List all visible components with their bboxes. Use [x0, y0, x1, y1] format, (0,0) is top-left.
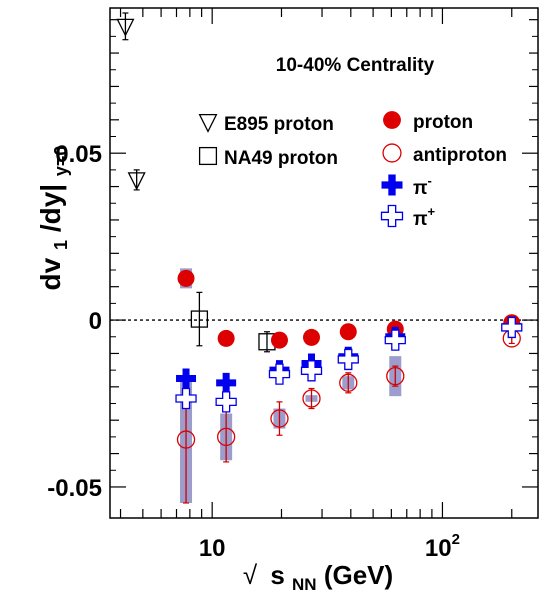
- x-tick-label-base: 10: [425, 535, 452, 562]
- legend-entry-label: π+: [413, 204, 436, 230]
- x-tick-label-exponent: 2: [452, 531, 460, 548]
- x-tick-label: 102: [425, 531, 460, 562]
- x-axis-label: √ s NN (GeV): [243, 560, 393, 596]
- legend-label-text: π: [413, 178, 428, 199]
- legend-entry-label: E895 proton: [224, 114, 334, 135]
- pi-minus-marker: [216, 372, 237, 393]
- pi-plus-marker: [268, 363, 291, 385]
- pi-plus-marker: [175, 387, 197, 410]
- y-axis-label-mid: /dy|: [35, 184, 66, 232]
- pi-plus-marker: [380, 204, 404, 228]
- antiproton-marker: [270, 409, 289, 428]
- antiproton-marker: [386, 366, 405, 386]
- legend-label-text: E895 proton: [224, 114, 334, 135]
- y-axis-label: dv 1 /dy| y=0: [35, 146, 73, 291]
- systematic-band-layer: [180, 268, 402, 503]
- antiproton-marker: [302, 389, 321, 408]
- e895-marker: [116, 18, 135, 37]
- proton-marker: [303, 328, 321, 346]
- legend-label-sup: -: [428, 173, 432, 188]
- axis-tick-layer: [110, 8, 538, 518]
- data-point-layer: [116, 18, 523, 449]
- pi-plus-marker: [300, 360, 323, 382]
- y-axis-label-pre: dv: [35, 257, 66, 290]
- legend-entry-label: proton: [413, 112, 473, 133]
- pi-plus-marker: [215, 391, 237, 413]
- y-tick-label: -0.05: [47, 475, 102, 502]
- legend-label-text: π: [413, 209, 428, 230]
- legend-label-text: NA49 proton: [224, 148, 338, 169]
- x-axis-label-sub: NN: [292, 575, 317, 594]
- antiproton-marker: [382, 143, 402, 163]
- antiproton-marker: [339, 373, 358, 392]
- pi-plus-marker: [384, 329, 406, 351]
- chart-title: 10-40% Centrality: [276, 55, 435, 76]
- na49-marker: [198, 146, 218, 166]
- y-tick-label: 0.05: [55, 141, 102, 168]
- pi-plus-marker: [337, 348, 359, 371]
- pi-plus-marker: [501, 316, 523, 339]
- x-axis-root-symbol: √: [243, 560, 258, 590]
- legend-entry-label: antiproton: [413, 145, 507, 166]
- e895-marker: [127, 172, 146, 191]
- proton-marker: [217, 329, 235, 347]
- na49-marker: [190, 310, 209, 328]
- y-axis-label-sub1: 1: [51, 240, 71, 250]
- legend-label-text: antiproton: [413, 145, 507, 166]
- legend-entry-label: NA49 proton: [224, 148, 338, 169]
- y-tick-label: 0: [89, 308, 102, 335]
- legend-label-sup: +: [428, 204, 436, 219]
- legend-entry-label: π-: [413, 173, 432, 199]
- y-axis-label-sub2: y=0: [51, 146, 71, 177]
- pi-minus-marker: [381, 174, 403, 196]
- legend-label-text: proton: [413, 112, 473, 133]
- proton-marker: [339, 323, 357, 341]
- plot-frame: [109, 7, 539, 519]
- x-axis-label-unit: (GeV): [324, 560, 393, 590]
- antiproton-marker: [216, 427, 236, 447]
- proton-marker: [383, 111, 401, 129]
- pi-minus-marker: [176, 368, 197, 389]
- x-tick-label: 10: [199, 535, 226, 562]
- proton-marker: [177, 269, 195, 287]
- antiproton-marker: [176, 430, 196, 449]
- x-axis-label-main: s: [270, 560, 284, 590]
- x-tick-label-base: 10: [199, 535, 226, 562]
- proton-marker: [270, 331, 288, 349]
- e895-marker: [198, 114, 218, 133]
